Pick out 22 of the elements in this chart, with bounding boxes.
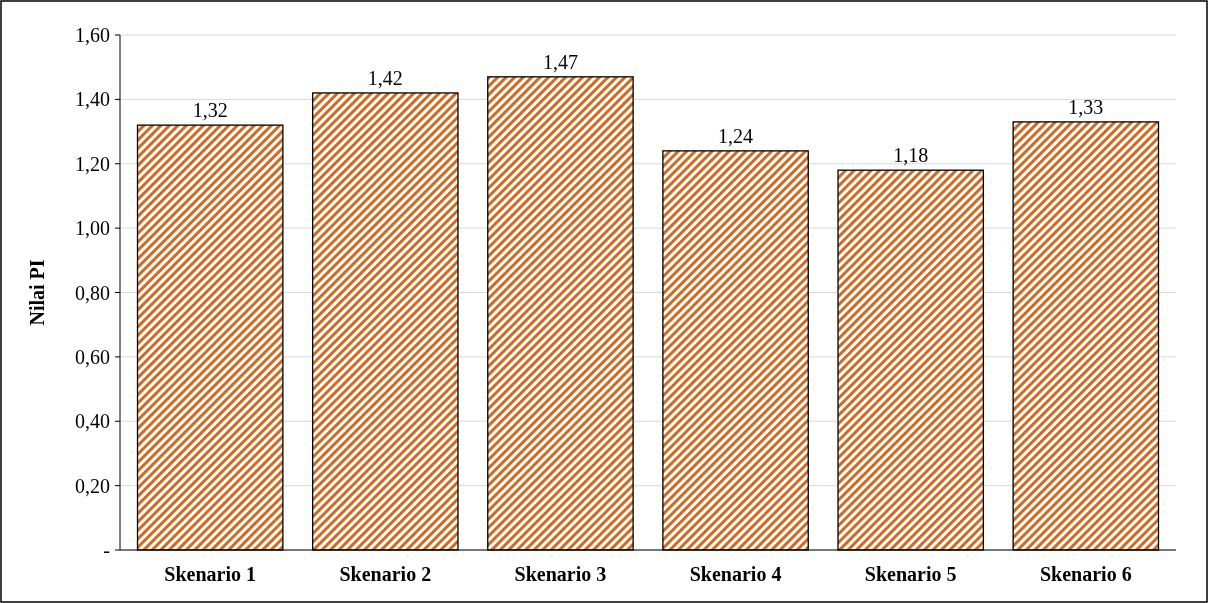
x-tick-label: Skenario 1 xyxy=(164,563,257,585)
x-tick-label: Skenario 3 xyxy=(514,563,607,585)
data-label: 1,18 xyxy=(893,144,929,167)
y-tick-label: - xyxy=(103,539,110,561)
data-label: 1,42 xyxy=(367,66,403,89)
y-tick-label: 1,60 xyxy=(75,24,110,46)
y-tick-label: 1,00 xyxy=(75,217,110,240)
y-tick-label: 0,20 xyxy=(75,474,110,497)
y-axis-title: Nilai PI xyxy=(26,259,48,326)
x-tick-label: Skenario 6 xyxy=(1039,563,1132,585)
x-tick-label: Skenario 5 xyxy=(864,563,957,585)
y-tick-label: 1,20 xyxy=(75,152,110,175)
y-tick-label: 0,60 xyxy=(75,345,110,368)
y-tick-label: 0,80 xyxy=(75,281,110,304)
y-tick-label: 0,40 xyxy=(75,410,110,433)
x-tick-label: Skenario 4 xyxy=(689,563,782,585)
data-label: 1,32 xyxy=(192,99,228,122)
data-label: 1,33 xyxy=(1068,95,1104,118)
data-label: 1,47 xyxy=(542,50,578,73)
y-tick-label: 1,40 xyxy=(75,88,110,111)
x-tick-label: Skenario 2 xyxy=(339,563,432,585)
data-label: 1,24 xyxy=(718,124,754,147)
